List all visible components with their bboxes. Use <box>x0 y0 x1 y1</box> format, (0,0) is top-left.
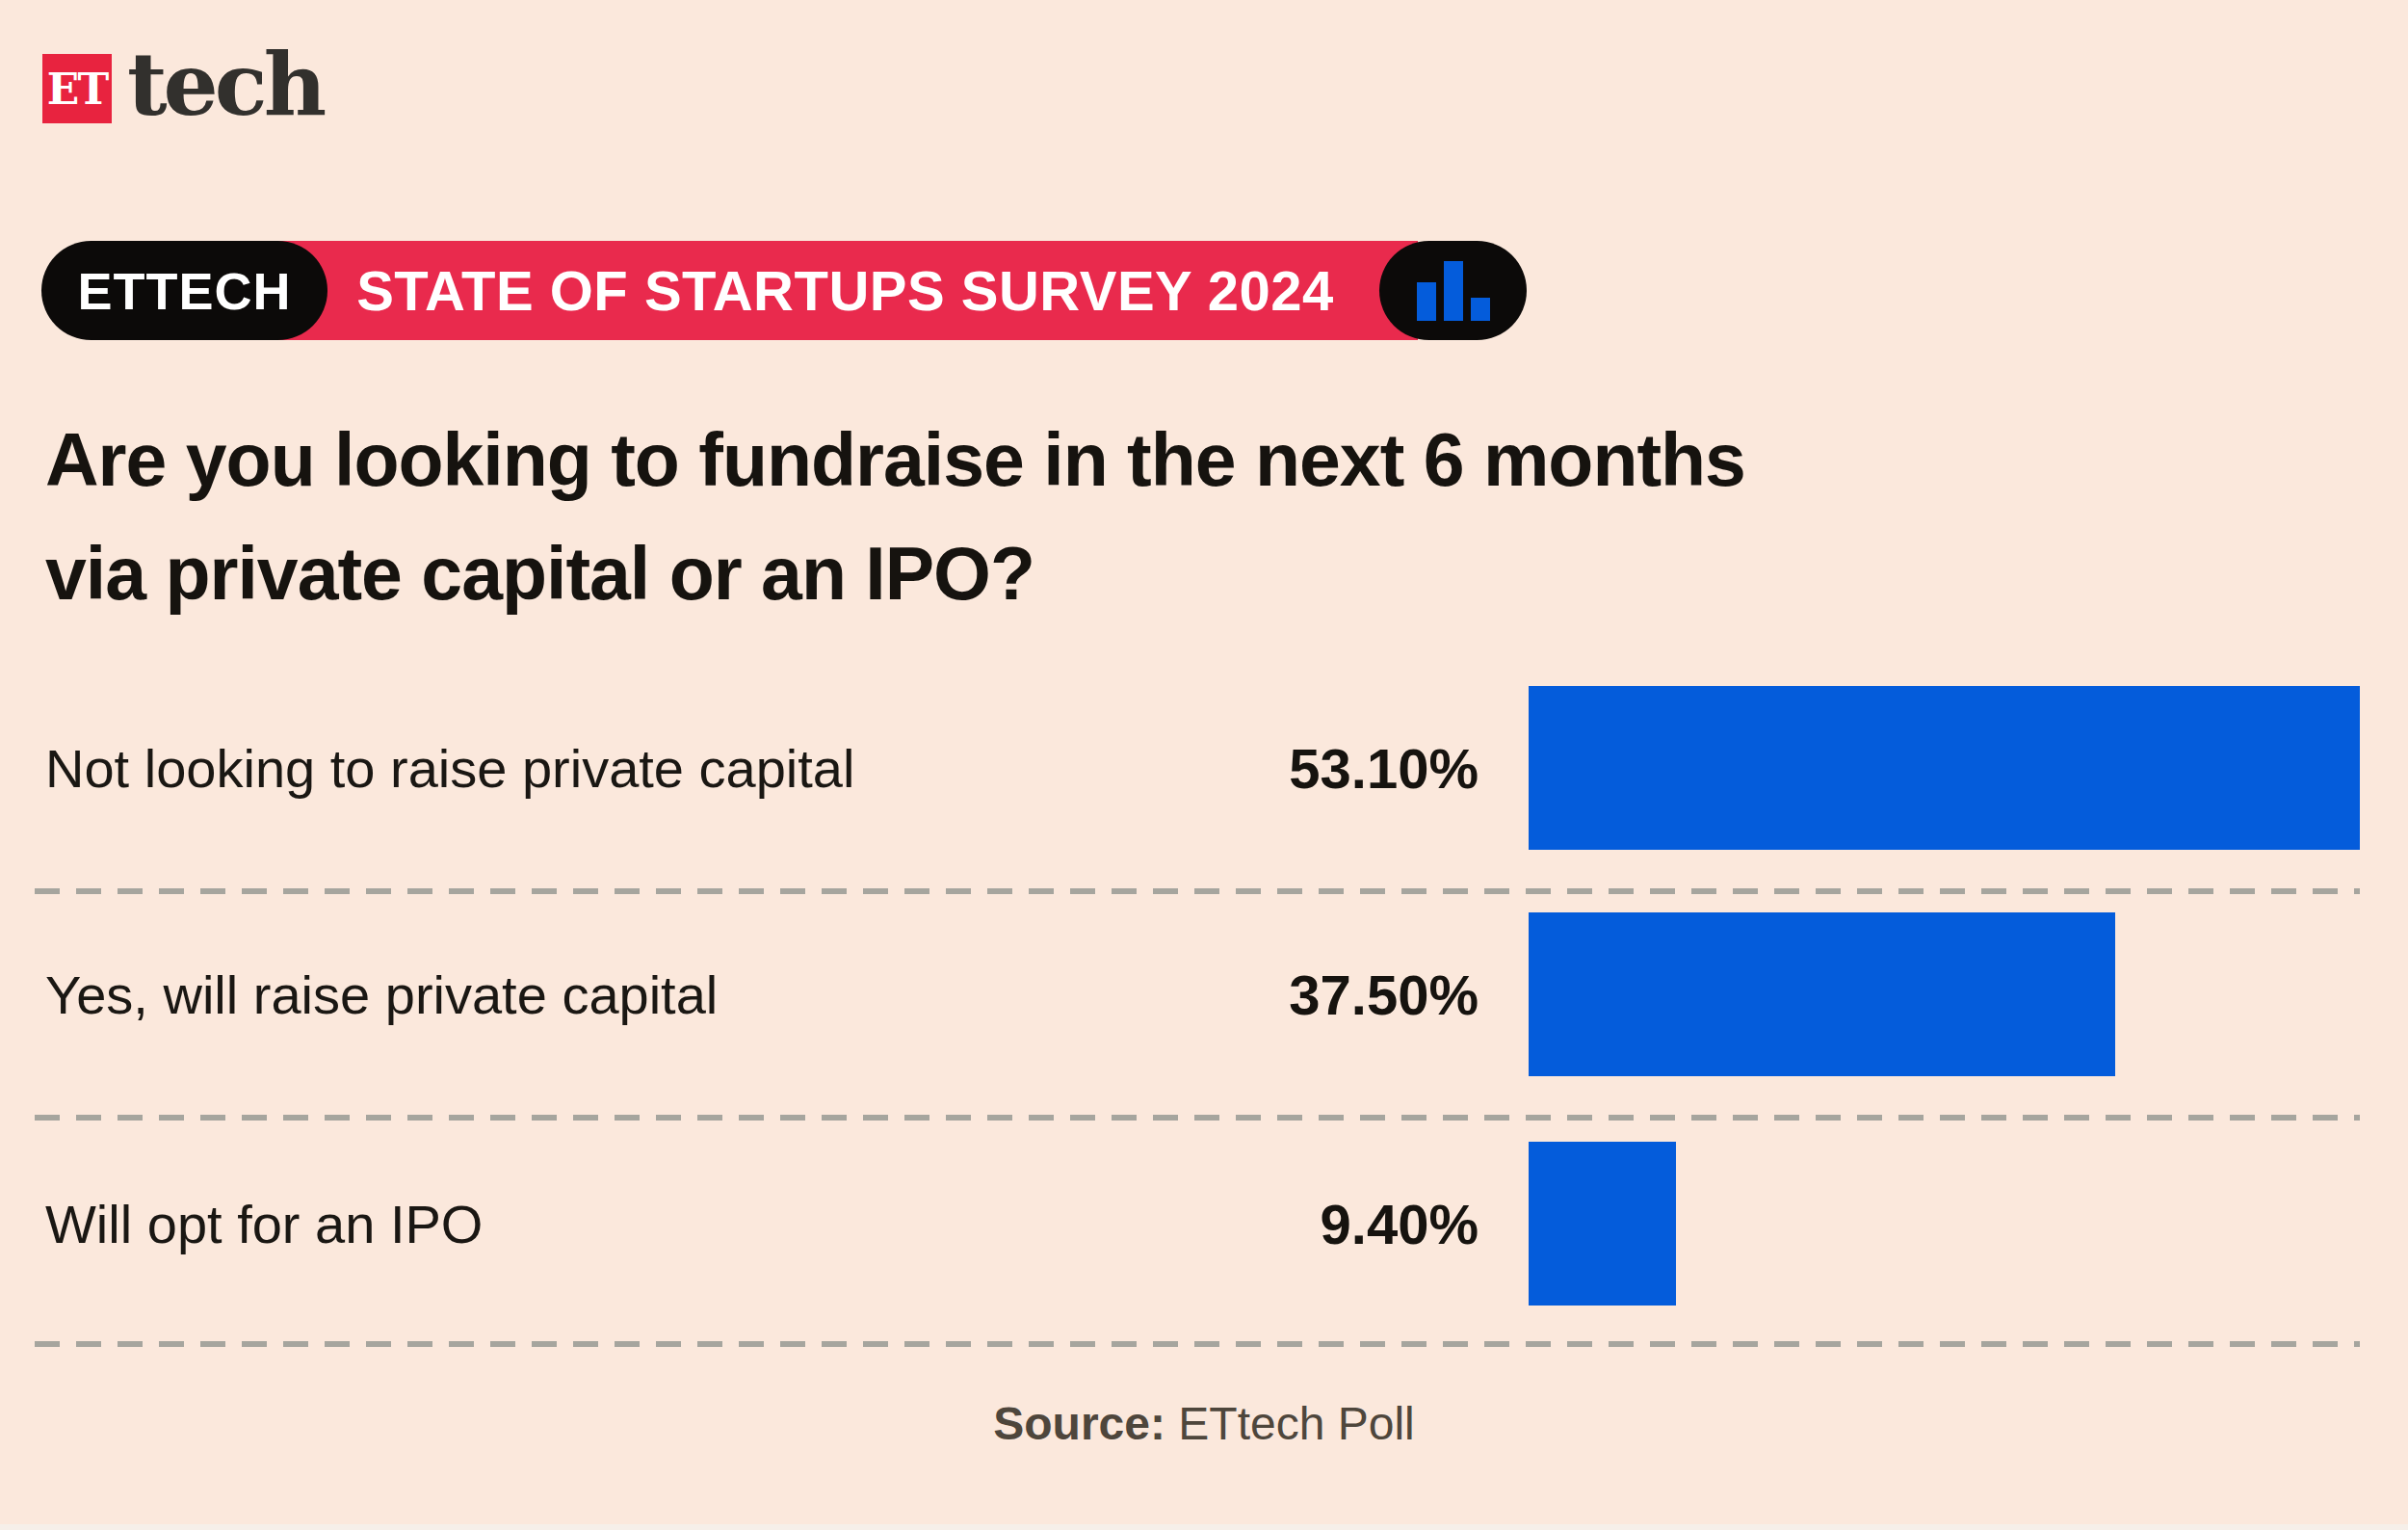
source-line: Source: ETtech Poll <box>0 1397 2408 1455</box>
et-logo-square: ET <box>42 54 112 123</box>
value-label: 37.50% <box>1137 912 1479 1076</box>
value-label: 9.40% <box>1137 1142 1479 1306</box>
bar-chart-icon <box>1417 261 1490 321</box>
et-logo-text: ET <box>47 65 107 114</box>
category-label: Will opt for an IPO <box>45 1142 483 1306</box>
badge-ettech-pill: ETTECH <box>41 241 327 340</box>
chart-row-3: Will opt for an IPO 9.40% <box>0 1142 2408 1306</box>
badge-icon-pill <box>1379 241 1527 340</box>
bar-area <box>1529 912 2360 1076</box>
survey-badge: ETTECH STATE OF STARTUPS SURVEY 2024 <box>41 241 1527 340</box>
dashed-separator-3 <box>35 1341 2360 1347</box>
value-label: 53.10% <box>1137 686 1479 850</box>
infographic-canvas: ET tech ETTECH STATE OF STARTUPS SURVEY … <box>0 0 2408 1530</box>
dashed-separator-1 <box>35 888 2360 894</box>
page-title-line1: Are you looking to fundraise in the next… <box>45 403 1745 516</box>
bar <box>1529 686 2360 850</box>
chart-row-2: Yes, will raise private capital 37.50% <box>0 912 2408 1076</box>
category-label: Yes, will raise private capital <box>45 912 718 1076</box>
source-label: Source: <box>993 1398 1165 1449</box>
source-value: ETtech Poll <box>1178 1398 1414 1449</box>
badge-ettech-label: ETTECH <box>78 261 292 321</box>
bar-area <box>1529 686 2360 850</box>
bar <box>1529 912 2115 1076</box>
chart-row-1: Not looking to raise private capital 53.… <box>0 686 2408 850</box>
page-title-line2: via private capital or an IPO? <box>45 516 1745 630</box>
dashed-separator-2 <box>35 1115 2360 1121</box>
bar <box>1529 1142 1676 1306</box>
bar-area <box>1529 1142 2360 1306</box>
page-title: Are you looking to fundraise in the next… <box>45 403 1745 630</box>
tech-logo-text: tech <box>127 40 323 127</box>
category-label: Not looking to raise private capital <box>45 686 854 850</box>
badge-title: STATE OF STARTUPS SURVEY 2024 <box>352 241 1339 340</box>
bottom-strip <box>0 1524 2408 1530</box>
